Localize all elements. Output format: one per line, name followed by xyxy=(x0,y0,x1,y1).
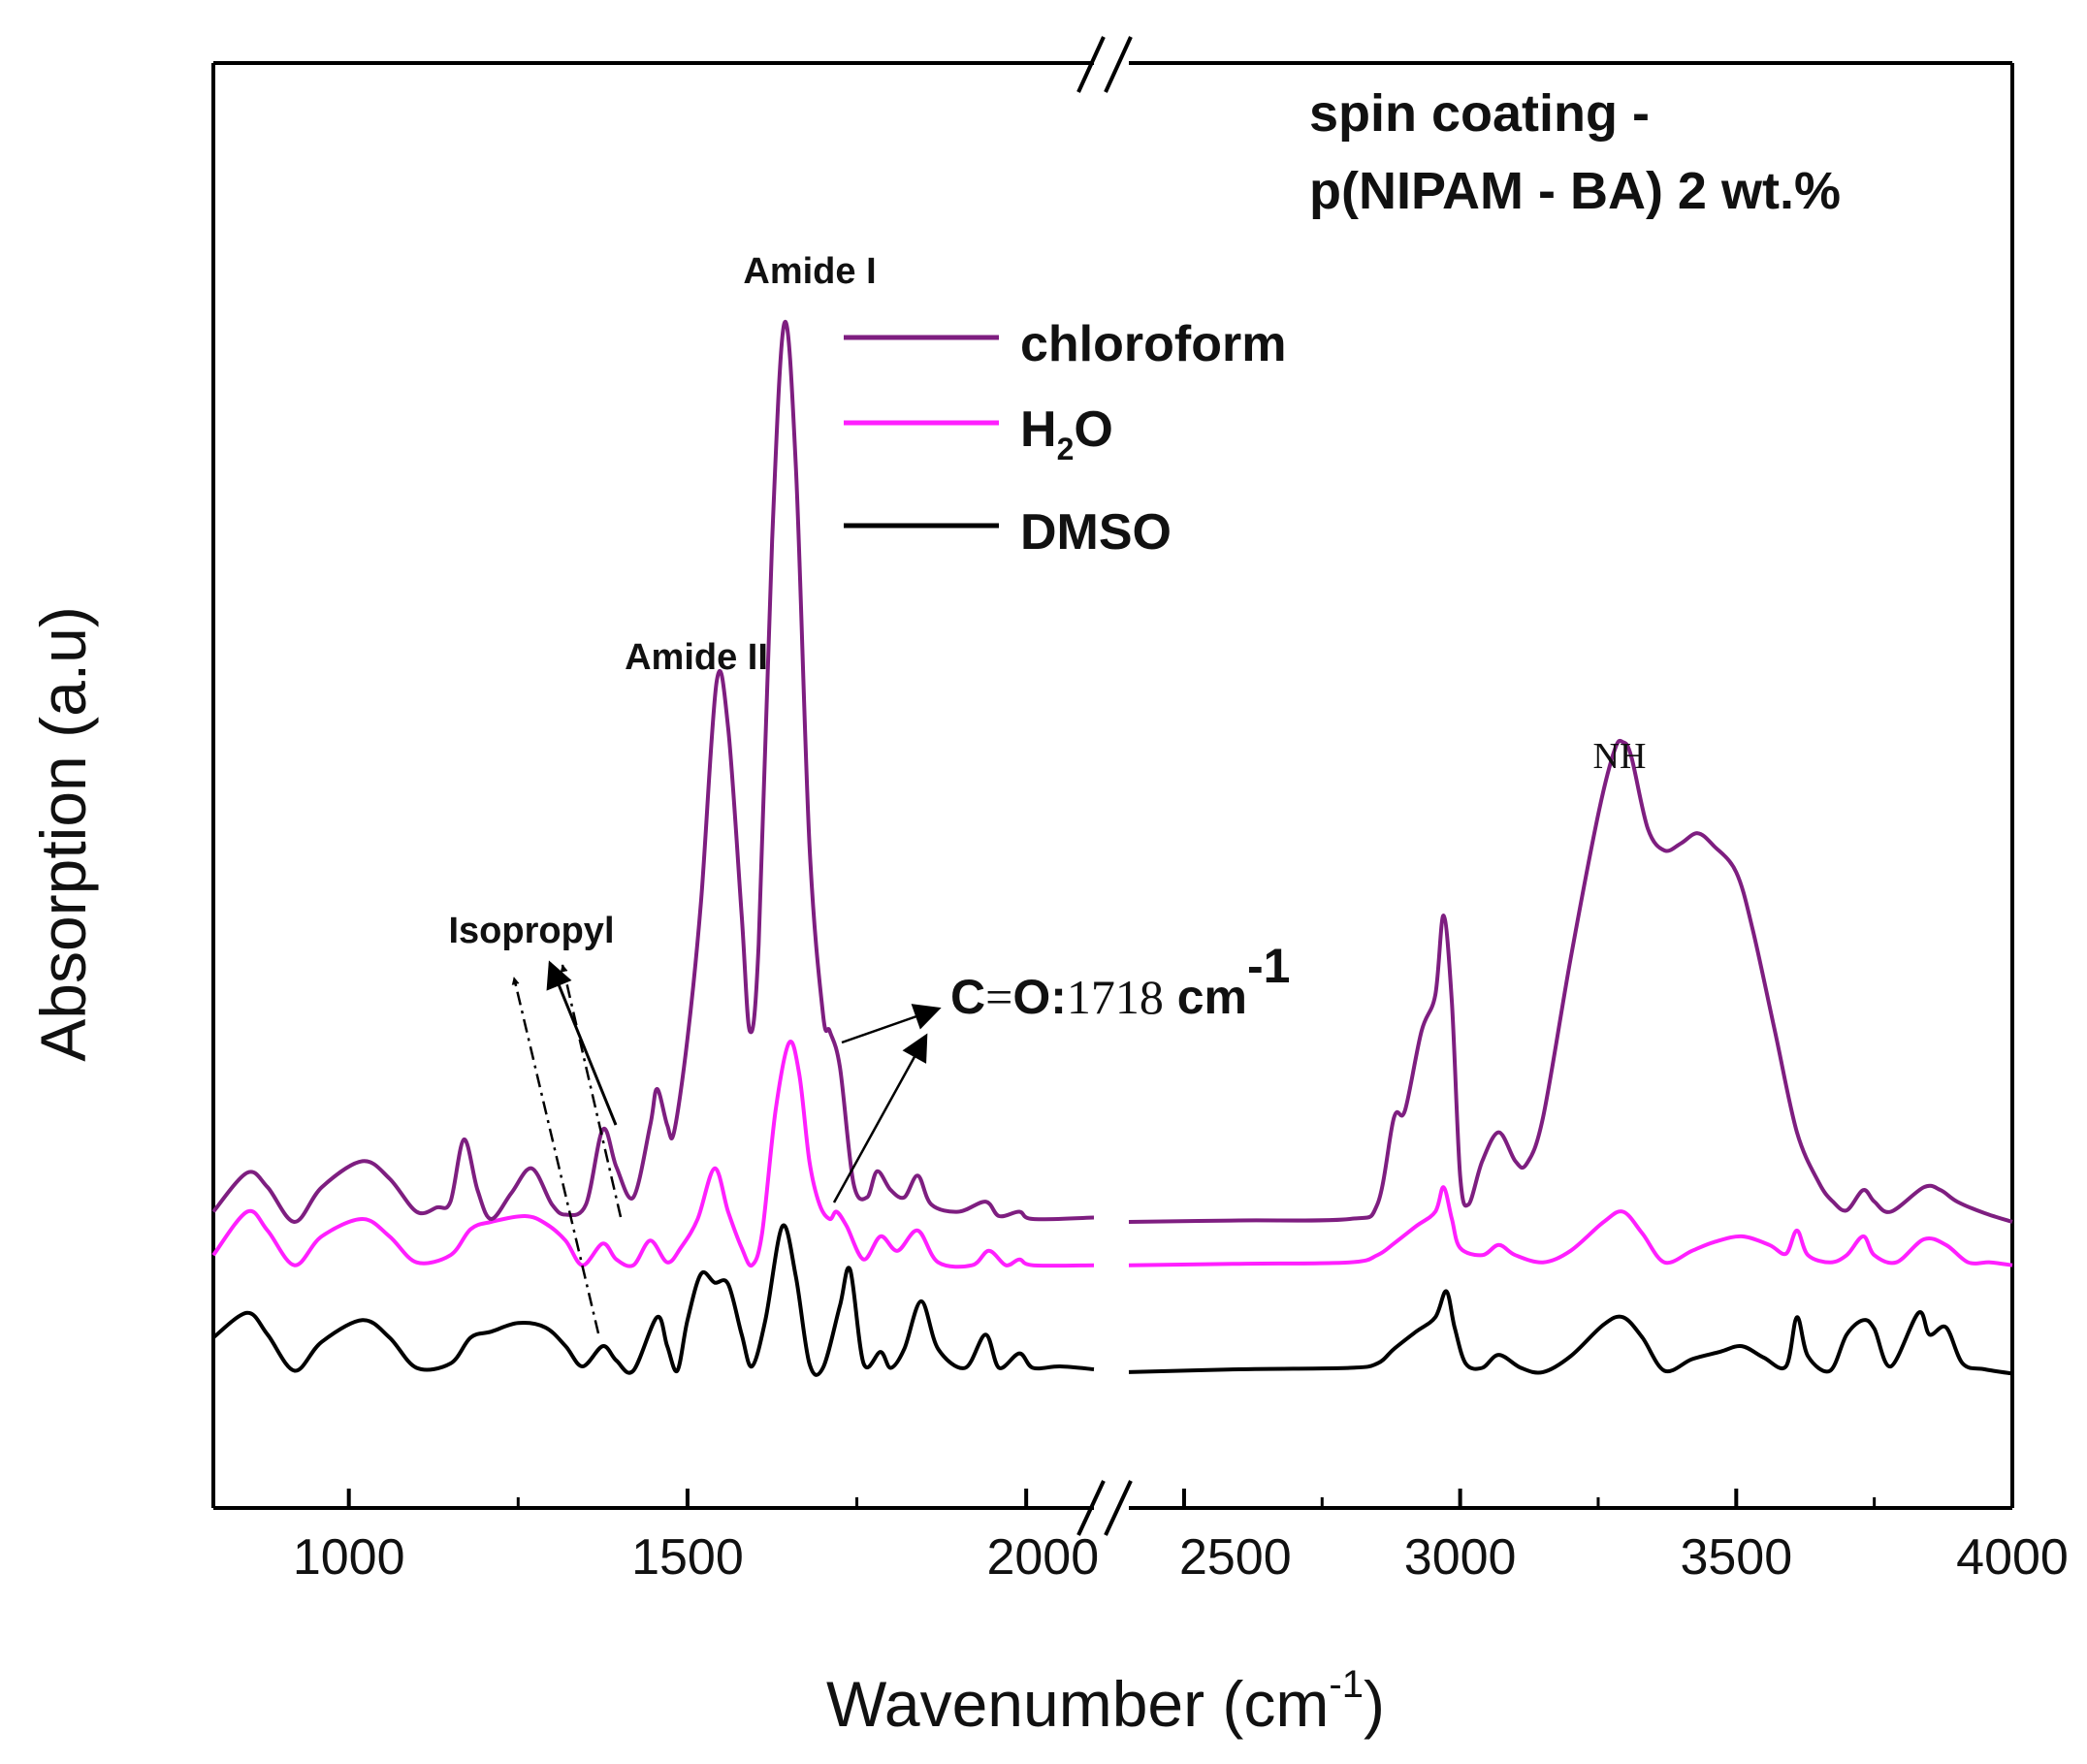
legend-label-h2o: H2O xyxy=(1020,401,1113,466)
legend-label-dmso: DMSO xyxy=(1020,504,1172,561)
annotation-amide-i: Amide I xyxy=(743,251,876,292)
axis-break-marks xyxy=(1076,36,1133,1536)
annotation-amide-ii: Amide II xyxy=(625,637,768,678)
legend-h2o-sub: 2 xyxy=(1057,432,1075,466)
arrow-carbonyl-chloroform xyxy=(841,1004,942,1044)
co-c: C xyxy=(950,970,985,1024)
co-o: O: xyxy=(1012,970,1067,1024)
plot-frame xyxy=(211,61,2014,1510)
arrow-carbonyl-h2o xyxy=(832,1033,928,1203)
series-dmso-segment-2 xyxy=(1128,1289,2013,1376)
x-axis-ticks: 1000 1500 2000 2500 3000 3500 4000 xyxy=(293,1489,2069,1586)
x-axis-title-main: Wavenumber (cm xyxy=(826,1668,1329,1740)
annotation-carbonyl: C=O:1718 cm-1 xyxy=(950,939,1291,1024)
chart-title-line-1: spin coating - xyxy=(1309,84,1650,143)
x-tick-label-3500: 3500 xyxy=(1680,1529,1792,1586)
x-tick-label-4000: 4000 xyxy=(1956,1529,2069,1586)
arrow-isopropyl-dashdot-2 xyxy=(511,977,600,1334)
series-layer xyxy=(211,319,2013,1377)
x-axis-title-sup: -1 xyxy=(1329,1663,1364,1706)
arrow-isopropyl-solid xyxy=(546,960,618,1126)
series-h2o-segment-1 xyxy=(211,1039,1095,1269)
legend-label-chloroform: chloroform xyxy=(1020,316,1286,372)
x-tick-label-2500: 2500 xyxy=(1179,1529,1292,1586)
x-axis-title-end: ) xyxy=(1364,1668,1385,1740)
co-unit: cm xyxy=(1164,970,1247,1024)
series-h2o-segment-2 xyxy=(1128,1185,2013,1267)
series-dmso-segment-1 xyxy=(211,1223,1095,1377)
break-mark-bottom-2 xyxy=(1104,1480,1133,1536)
annotation-isopropyl: Isopropyl xyxy=(448,911,614,951)
y-axis-title: Absorption (a.u) xyxy=(27,606,99,1062)
x-tick-label-1000: 1000 xyxy=(293,1529,405,1586)
legend: chloroform H2O DMSO xyxy=(844,316,1286,561)
co-eq: = xyxy=(985,970,1012,1024)
break-mark-bottom-1 xyxy=(1076,1480,1106,1536)
legend-h2o-o: O xyxy=(1074,401,1112,458)
x-tick-label-2000: 2000 xyxy=(986,1529,1099,1586)
co-value: 1718 xyxy=(1067,970,1164,1024)
x-tick-label-1500: 1500 xyxy=(631,1529,744,1586)
x-axis-title: Wavenumber (cm-1) xyxy=(826,1663,1385,1740)
legend-h2o-h: H xyxy=(1020,401,1057,458)
co-sup: -1 xyxy=(1247,939,1290,993)
annotation-nh: NH xyxy=(1593,736,1647,777)
series-chloroform-segment-1 xyxy=(211,319,1095,1224)
chart-title-line-2: p(NIPAM - BA) 2 wt.% xyxy=(1309,162,1841,220)
x-tick-label-3000: 3000 xyxy=(1404,1529,1517,1586)
break-mark-top-2 xyxy=(1104,36,1133,93)
break-mark-top-1 xyxy=(1076,36,1106,93)
series-chloroform-segment-2 xyxy=(1128,738,2013,1224)
annotation-arrows xyxy=(511,960,942,1334)
